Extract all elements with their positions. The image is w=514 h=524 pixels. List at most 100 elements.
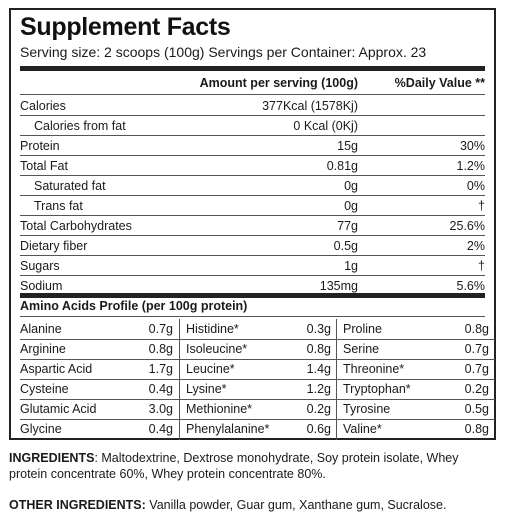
divider — [20, 115, 485, 116]
nutrient-daily-value: † — [478, 199, 485, 213]
nutrient-row: Calories 377Kcal (1578Kj) — [20, 96, 485, 116]
nutrient-amount: 0.81g — [326, 159, 358, 173]
amino-column: Proline 0.8g Serine 0.7g Threonine* 0.7g Trypt… — [336, 319, 495, 440]
nutrient-amount: 1g — [344, 259, 358, 273]
divider — [20, 135, 485, 136]
ingredients: INGREDIENTS: Maltodextrine, Dextrose mon… — [9, 450, 499, 482]
amino-acid-cell: Serine 0.7g — [337, 339, 495, 360]
amino-acid-cell: Glutamic Acid 3.0g — [20, 399, 179, 420]
amino-acid-value: 0.7g — [148, 322, 173, 336]
other-ingredients: OTHER INGREDIENTS: Vanilla powder, Guar … — [9, 497, 499, 513]
amino-acid-name: Lysine* — [186, 382, 227, 396]
amino-acid-value: 0.2g — [306, 402, 331, 416]
amino-acids-title: Amino Acids Profile (per 100g protein) — [20, 299, 248, 313]
amino-acid-name: Phenylalanine* — [186, 422, 270, 436]
amino-acid-name: Tryptophan* — [343, 382, 411, 396]
amino-acid-value: 0.8g — [464, 422, 489, 436]
amino-acid-cell: Leucine* 1.4g — [180, 359, 337, 380]
nutrient-daily-value: 0% — [466, 179, 485, 193]
amino-acid-value: 1.4g — [306, 362, 331, 376]
nutrient-daily-value: 30% — [459, 139, 485, 153]
nutrient-daily-value: † — [478, 259, 485, 273]
amino-acid-cell: Glycine 0.4g — [20, 419, 179, 439]
nutrient-label: Sugars — [20, 259, 60, 273]
amino-column: Alanine 0.7g Arginine 0.8g Aspartic Acid 1.7g… — [20, 319, 179, 440]
amino-acid-cell: Aspartic Acid 1.7g — [20, 359, 179, 380]
amino-acid-cell: Histidine* 0.3g — [180, 319, 337, 340]
amino-acid-name: Aspartic Acid — [20, 362, 93, 376]
amino-acid-cell: Arginine 0.8g — [20, 339, 179, 360]
amino-column: Histidine* 0.3g Isoleucine* 0.8g Leucine* 1.4… — [179, 319, 337, 440]
amino-acid-value: 0.3g — [306, 322, 331, 336]
amino-acid-name: Leucine* — [186, 362, 235, 376]
divider — [20, 275, 485, 276]
panel-title: Supplement Facts — [20, 13, 231, 41]
divider — [20, 94, 485, 95]
amino-acid-cell: Methionine* 0.2g — [180, 399, 337, 420]
divider — [20, 155, 485, 156]
nutrient-amount: 0.5g — [333, 239, 358, 253]
ingredients-text: : Maltodextrine, Dextrose monohydrate, S… — [9, 451, 459, 481]
amino-acid-value: 3.0g — [148, 402, 173, 416]
amino-acid-name: Cysteine — [20, 382, 69, 396]
nutrient-label: Protein — [20, 139, 60, 153]
amino-acid-value: 0.8g — [464, 322, 489, 336]
nutrient-amount: 0g — [344, 179, 358, 193]
nutrient-label: Dietary fiber — [20, 239, 88, 253]
nutrient-row: Total Carbohydrates 77g 25.6% — [20, 216, 485, 236]
amino-acid-value: 0.4g — [148, 382, 173, 396]
amino-acid-cell: Cysteine 0.4g — [20, 379, 179, 400]
nutrient-amount: 135mg — [319, 279, 358, 293]
divider — [20, 255, 485, 256]
amino-acid-value: 0.7g — [464, 342, 489, 356]
amino-acid-name: Isoleucine* — [186, 342, 248, 356]
amino-acid-cell: Threonine* 0.7g — [337, 359, 495, 380]
amino-acid-name: Valine* — [343, 422, 382, 436]
other-ingredients-label: OTHER INGREDIENTS: — [9, 498, 146, 512]
nutrient-label: Calories — [20, 99, 66, 113]
thick-divider — [20, 66, 485, 71]
nutrient-amount: 77g — [337, 219, 358, 233]
ingredients-label: INGREDIENTS — [9, 451, 95, 465]
amino-acid-name: Threonine* — [343, 362, 405, 376]
serving-info: Serving size: 2 scoops (100g) Servings p… — [20, 44, 427, 60]
nutrient-daily-value: 25.6% — [449, 219, 485, 233]
thick-divider — [20, 293, 485, 298]
divider — [20, 215, 485, 216]
amino-acid-name: Glycine — [20, 422, 62, 436]
divider — [20, 316, 485, 317]
amino-acid-cell: Tryptophan* 0.2g — [337, 379, 495, 400]
nutrient-amount: 15g — [337, 139, 358, 153]
amino-acid-value: 0.2g — [464, 382, 489, 396]
amino-acid-cell: Isoleucine* 0.8g — [180, 339, 337, 360]
amino-acid-value: 0.8g — [306, 342, 331, 356]
amount-header: Amount per serving (100g) — [199, 76, 358, 90]
nutrient-label: Sodium — [20, 279, 63, 293]
amino-acid-name: Serine — [343, 342, 380, 356]
divider — [20, 195, 485, 196]
nutrient-daily-value: 5.6% — [456, 279, 486, 293]
nutrient-label: Saturated fat — [34, 179, 106, 193]
nutrient-row: Sugars 1g † — [20, 256, 485, 276]
nutrient-label: Total Carbohydrates — [20, 219, 132, 233]
amino-acids-grid: Alanine 0.7g Arginine 0.8g Aspartic Acid 1.7g… — [20, 319, 495, 440]
amino-acid-value: 0.8g — [148, 342, 173, 356]
nutrient-row: Saturated fat 0g 0% — [20, 176, 485, 196]
nutrient-row: Trans fat 0g † — [20, 196, 485, 216]
amino-acid-name: Histidine* — [186, 322, 239, 336]
nutrition-header-row: Amount per serving (100g) %Daily Value *… — [20, 73, 485, 93]
amino-acid-value: 0.6g — [306, 422, 331, 436]
divider — [20, 235, 485, 236]
nutrient-amount: 0 Kcal (0Kj) — [293, 119, 358, 133]
nutrient-label: Trans fat — [34, 199, 83, 213]
nutrient-row: Calories from fat 0 Kcal (0Kj) — [20, 116, 485, 136]
amino-acid-cell: Phenylalanine* 0.6g — [180, 419, 337, 439]
nutrient-daily-value: 2% — [466, 239, 485, 253]
amino-acid-value: 1.7g — [148, 362, 173, 376]
amino-acid-name: Alanine — [20, 322, 62, 336]
amino-acid-value: 0.7g — [464, 362, 489, 376]
nutrient-amount: 377Kcal (1578Kj) — [262, 99, 358, 113]
divider — [20, 175, 485, 176]
amino-acid-name: Proline — [343, 322, 382, 336]
daily-value-header: %Daily Value ** — [394, 76, 485, 90]
